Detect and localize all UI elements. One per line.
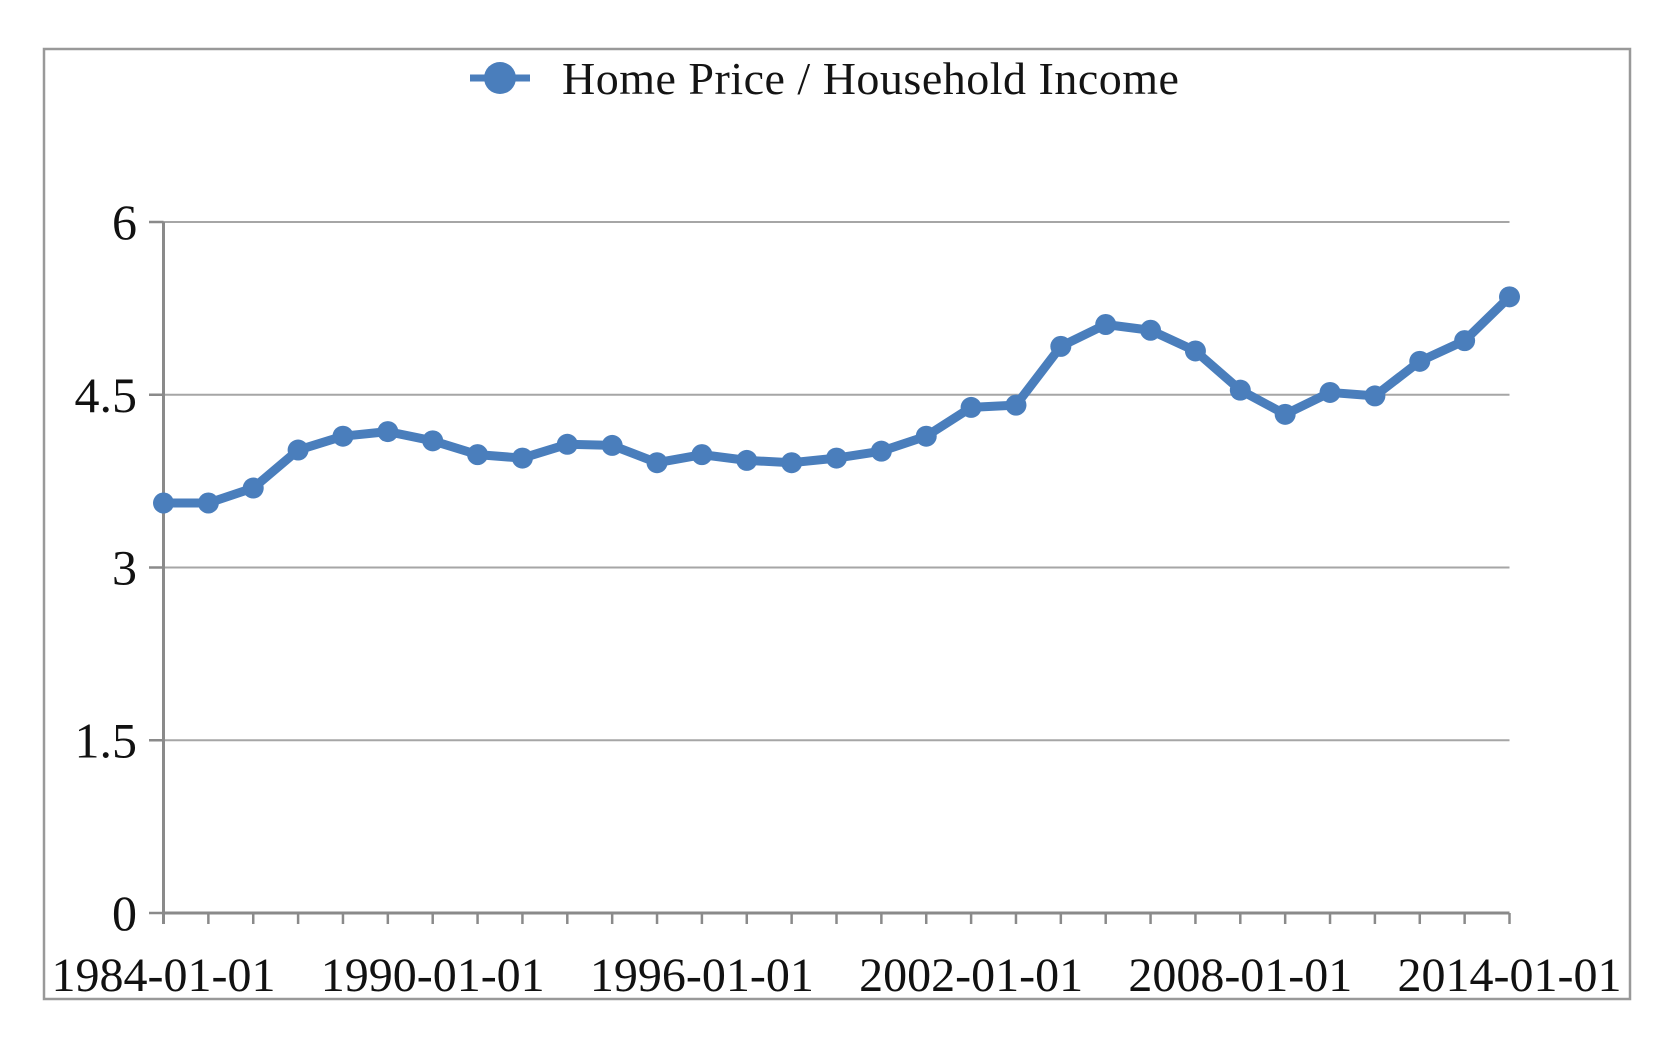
x-tick-label-1984: 1984-01-01 bbox=[52, 949, 276, 1002]
data-point-marker bbox=[1184, 340, 1206, 362]
data-point-marker bbox=[1499, 286, 1520, 308]
data-point-marker bbox=[691, 444, 713, 466]
y-tick-label-0: 0 bbox=[112, 885, 137, 941]
chart-border bbox=[42, 47, 1632, 1001]
data-point-marker bbox=[197, 492, 219, 514]
data-point-marker bbox=[1050, 335, 1072, 357]
data-point-marker bbox=[1454, 330, 1476, 352]
data-point-marker bbox=[826, 447, 847, 469]
data-point-marker bbox=[377, 421, 399, 443]
data-point-marker bbox=[1140, 319, 1162, 341]
data-point-marker bbox=[422, 430, 444, 452]
data-point-marker bbox=[1319, 381, 1341, 403]
data-point-marker bbox=[511, 447, 533, 469]
y-tick-label-6: 6 bbox=[112, 194, 137, 250]
x-tick-label-1990: 1990-01-01 bbox=[321, 949, 545, 1002]
data-point-marker bbox=[153, 492, 174, 514]
data-point-marker bbox=[870, 440, 892, 462]
data-point-marker bbox=[960, 396, 982, 418]
data-point-marker bbox=[1364, 385, 1386, 407]
data-point-marker bbox=[467, 444, 489, 466]
data-point-marker bbox=[781, 452, 803, 474]
data-point-marker bbox=[556, 433, 578, 455]
data-point-marker bbox=[332, 425, 354, 447]
x-tick-label-2008: 2008-01-01 bbox=[1128, 949, 1352, 1002]
data-point-marker bbox=[736, 449, 758, 471]
legend: Home Price / Household Income bbox=[468, 50, 1179, 106]
data-point-marker bbox=[601, 434, 623, 456]
legend-dot-icon bbox=[484, 62, 516, 94]
y-tick-label-4.5: 4.5 bbox=[75, 367, 138, 423]
y-tick-label-3: 3 bbox=[112, 540, 137, 596]
data-point-marker bbox=[1409, 350, 1431, 372]
data-point-marker bbox=[646, 452, 668, 474]
legend-label: Home Price / Household Income bbox=[562, 52, 1180, 104]
data-point-marker bbox=[1274, 403, 1296, 425]
x-tick-label-2014: 2014-01-01 bbox=[1398, 949, 1622, 1002]
data-point-marker bbox=[1229, 379, 1251, 401]
legend-series-marker-icon bbox=[470, 62, 530, 94]
data-point-marker bbox=[287, 439, 309, 461]
x-tick-label-2002: 2002-01-01 bbox=[859, 949, 1083, 1002]
data-point-marker bbox=[915, 425, 937, 447]
data-point-marker bbox=[1005, 394, 1027, 416]
data-point-marker bbox=[242, 477, 264, 499]
data-point-marker bbox=[1095, 313, 1117, 335]
y-tick-label-1.5: 1.5 bbox=[75, 712, 138, 768]
x-tick-label-1996: 1996-01-01 bbox=[590, 949, 814, 1002]
